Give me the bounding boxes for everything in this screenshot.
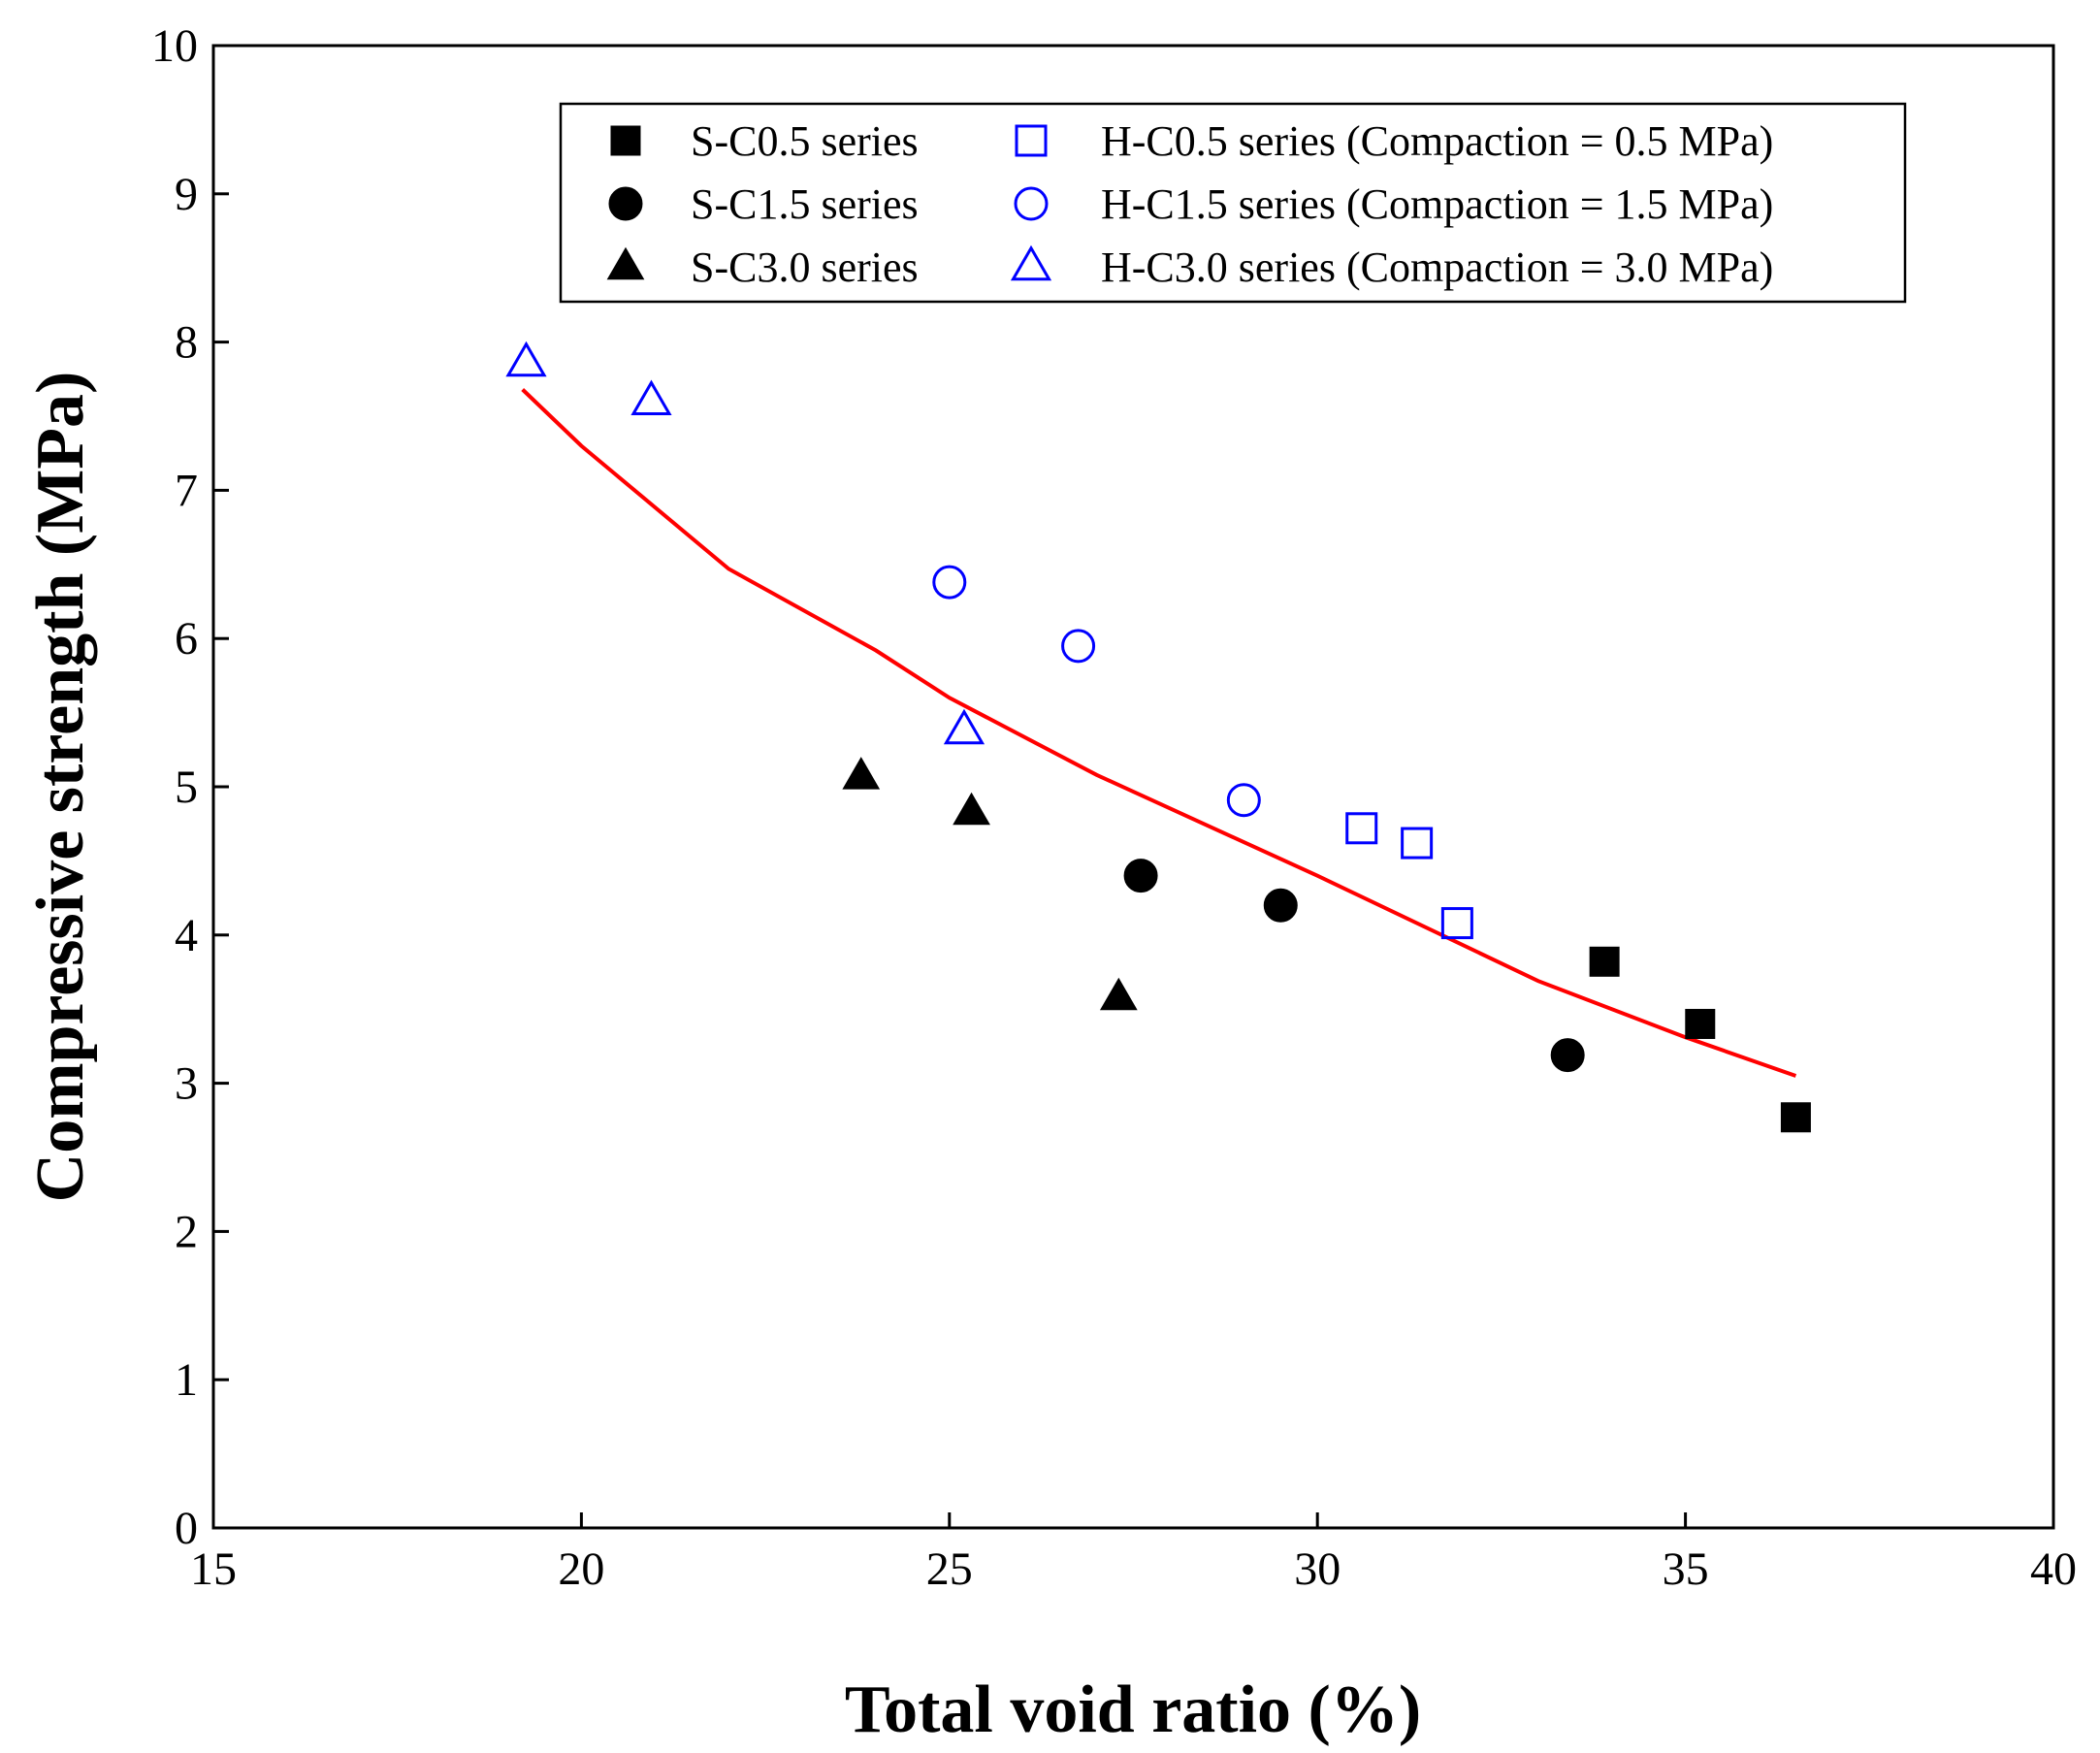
- data-point: [1550, 1038, 1585, 1073]
- data-point: [1099, 977, 1138, 1011]
- legend-box: [559, 102, 1907, 304]
- data-point: [953, 792, 990, 826]
- legend-label: S-C1.5 series: [691, 180, 919, 228]
- x-tick-label: 25: [926, 1543, 973, 1595]
- data-point: [1226, 783, 1261, 818]
- y-tick-label: 2: [175, 1206, 198, 1257]
- data-point: [1263, 888, 1298, 923]
- y-tick-label: 7: [175, 465, 198, 516]
- y-tick-label: 6: [175, 613, 198, 665]
- data-point: [943, 708, 985, 745]
- y-axis-title: Compressive strength (MPa): [23, 372, 98, 1203]
- data-point: [1061, 629, 1096, 664]
- legend-marker: [606, 246, 645, 280]
- data-point: [505, 341, 547, 377]
- legend: S-C0.5 series S-C1.5 series S-C3.0 series H…: [559, 102, 1907, 304]
- data-point: [1123, 859, 1158, 893]
- y-tick-label: 5: [175, 762, 198, 813]
- data-point: [1440, 907, 1473, 940]
- data-point: [1401, 827, 1434, 860]
- y-tick-label: 1: [175, 1354, 198, 1406]
- data-point: [932, 565, 967, 600]
- data-point: [630, 379, 672, 416]
- y-tick-label: 4: [175, 910, 198, 961]
- fit-curve: [521, 388, 1797, 1078]
- legend-label: S-C3.0 series: [691, 243, 919, 291]
- y-tick-label: 9: [175, 169, 198, 220]
- data-points: [505, 341, 1811, 1133]
- x-tick-label: 30: [1294, 1543, 1341, 1595]
- legend-marker: [608, 186, 643, 221]
- y-tick-label: 10: [151, 20, 198, 72]
- x-axis-ticks: 15 20 25 30 35 40: [190, 1512, 2077, 1595]
- x-tick-label: 35: [1663, 1543, 1709, 1595]
- data-point: [1589, 946, 1620, 977]
- legend-label: H-C1.5 series (Compaction = 1.5 MPa): [1101, 180, 1773, 228]
- x-axis-title: Total void ratio (%): [845, 1672, 1421, 1747]
- legend-marker: [610, 125, 641, 156]
- y-tick-label: 3: [175, 1058, 198, 1110]
- y-tick-label: 0: [175, 1503, 198, 1554]
- y-tick-label: 8: [175, 317, 198, 369]
- legend-label: H-C3.0 series (Compaction = 3.0 MPa): [1101, 243, 1773, 291]
- x-tick-label: 40: [2030, 1543, 2077, 1595]
- legend-label: H-C0.5 series (Compaction = 0.5 MPa): [1101, 117, 1773, 165]
- y-axis-ticks: 0 1 2 3 4 5 6 7 8 9 10: [151, 20, 229, 1554]
- legend-marker: [1015, 124, 1048, 157]
- data-point: [1345, 812, 1378, 845]
- legend-label: S-C0.5 series: [691, 117, 919, 165]
- data-point: [842, 757, 881, 790]
- legend-marker: [1010, 244, 1052, 281]
- data-point: [1780, 1102, 1811, 1133]
- legend-marker: [1014, 186, 1049, 221]
- data-point: [1685, 1008, 1716, 1039]
- x-tick-label: 15: [190, 1543, 237, 1595]
- x-tick-label: 20: [558, 1543, 604, 1595]
